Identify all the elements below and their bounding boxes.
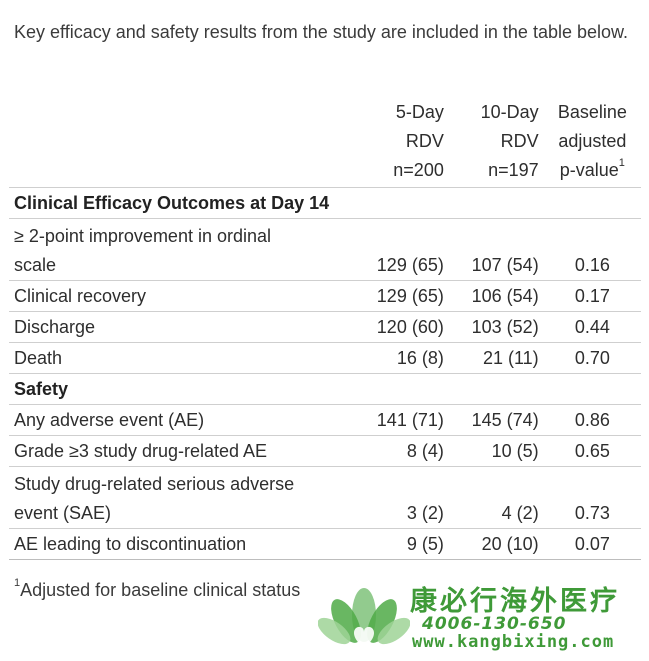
row-label-line1: ≥ 2-point improvement in ordinal: [14, 226, 272, 246]
value-5day: 3 (2): [406, 503, 444, 523]
header-10day-line3: n=197: [488, 160, 539, 180]
footnote-mark: 1: [14, 577, 21, 589]
row-label: Death: [14, 348, 63, 368]
watermark-brand-name: 康必行海外医疗: [410, 586, 620, 617]
value-pvalue: 0.86: [574, 410, 610, 430]
section-title: Clinical Efficacy Outcomes at Day 14: [14, 193, 330, 213]
row-label: Study drug-related serious adverse event …: [9, 467, 354, 529]
row-label: ≥ 2-point improvement in ordinal scale: [9, 219, 354, 281]
value-10day: 21 (11): [482, 348, 539, 368]
value-5day: 120 (60): [376, 317, 444, 337]
table-row: Discharge 120 (60) 103 (52) 0.44: [9, 312, 641, 343]
table-row: Any adverse event (AE) 141 (71) 145 (74)…: [9, 405, 641, 436]
value-10day: 4 (2): [501, 503, 539, 523]
header-10day: 10-Day RDV n=197: [449, 98, 544, 188]
value-5day: 141 (71): [376, 410, 444, 430]
value-pvalue: 0.07: [574, 534, 610, 554]
header-row: 5-Day RDV n=200 10-Day RDV n=197 Baselin…: [9, 98, 641, 188]
value-pvalue: 0.17: [574, 286, 610, 306]
section-row-efficacy: Clinical Efficacy Outcomes at Day 14: [9, 188, 641, 219]
header-10day-line2: RDV: [500, 131, 539, 151]
header-5day-line3: n=200: [393, 160, 444, 180]
value-10day: 107 (54): [471, 255, 539, 275]
row-label: Any adverse event (AE): [14, 410, 205, 430]
row-label: Grade ≥3 study drug-related AE: [14, 441, 268, 461]
value-pvalue: 0.70: [574, 348, 610, 368]
watermark-phone: 4006-130-650: [422, 614, 567, 634]
value-10day: 106 (54): [471, 286, 539, 306]
value-pvalue: 0.73: [574, 503, 610, 523]
header-pvalue-footnote-mark: 1: [618, 157, 625, 169]
value-10day: 103 (52): [471, 317, 539, 337]
header-pvalue-line1: Baseline: [557, 102, 627, 122]
table-row: ≥ 2-point improvement in ordinal scale 12…: [9, 219, 641, 281]
watermark-url: www.kangbixing.com: [412, 632, 615, 652]
results-table: 5-Day RDV n=200 10-Day RDV n=197 Baselin…: [9, 98, 641, 560]
footnote: 1Adjusted for baseline clinical status: [14, 577, 300, 603]
table-row: AE leading to discontinuation 9 (5) 20 (…: [9, 529, 641, 560]
value-10day: 145 (74): [471, 410, 539, 430]
table-row: Clinical recovery 129 (65) 106 (54) 0.17: [9, 281, 641, 312]
value-5day: 9 (5): [406, 534, 444, 554]
table-row: Grade ≥3 study drug-related AE 8 (4) 10 …: [9, 436, 641, 467]
table-header: 5-Day RDV n=200 10-Day RDV n=197 Baselin…: [9, 98, 641, 188]
header-empty-cell: [9, 98, 354, 188]
table-row: Study drug-related serious adverse event …: [9, 467, 641, 529]
header-pvalue-line3: p-value: [559, 160, 619, 180]
value-pvalue: 0.65: [574, 441, 610, 461]
value-10day: 10 (5): [491, 441, 539, 461]
value-5day: 129 (65): [376, 255, 444, 275]
header-5day-line1: 5-Day: [395, 102, 444, 122]
lotus-logo-icon: [318, 588, 410, 649]
value-pvalue: 0.44: [574, 317, 610, 337]
table-body: Clinical Efficacy Outcomes at Day 14 ≥ 2…: [9, 188, 641, 560]
header-pvalue: Baseline adjusted p-value1: [544, 98, 641, 188]
header-5day-line2: RDV: [405, 131, 444, 151]
row-label: AE leading to discontinuation: [14, 534, 247, 554]
value-10day: 20 (10): [481, 534, 539, 554]
header-5day: 5-Day RDV n=200: [354, 98, 449, 188]
value-pvalue: 0.16: [574, 255, 610, 275]
value-5day: 129 (65): [376, 286, 444, 306]
row-label-line2: event (SAE): [14, 503, 112, 523]
row-label-line1: Study drug-related serious adverse: [14, 474, 295, 494]
footnote-text: Adjusted for baseline clinical status: [20, 580, 301, 600]
row-label-line2: scale: [14, 255, 57, 275]
row-label: Clinical recovery: [14, 286, 147, 306]
table-row: Death 16 (8) 21 (11) 0.70: [9, 343, 641, 374]
value-5day: 16 (8): [396, 348, 444, 368]
watermark: 康必行海外医疗 4006-130-650 www.kangbixing.com: [318, 577, 648, 661]
section-row-safety: Safety: [9, 374, 641, 405]
header-pvalue-line2: adjusted: [558, 131, 627, 151]
value-5day: 8 (4): [406, 441, 444, 461]
section-title: Safety: [14, 379, 69, 399]
header-10day-line1: 10-Day: [480, 102, 539, 122]
row-label: Discharge: [14, 317, 96, 337]
intro-paragraph: Key efficacy and safety results from the…: [14, 22, 629, 42]
